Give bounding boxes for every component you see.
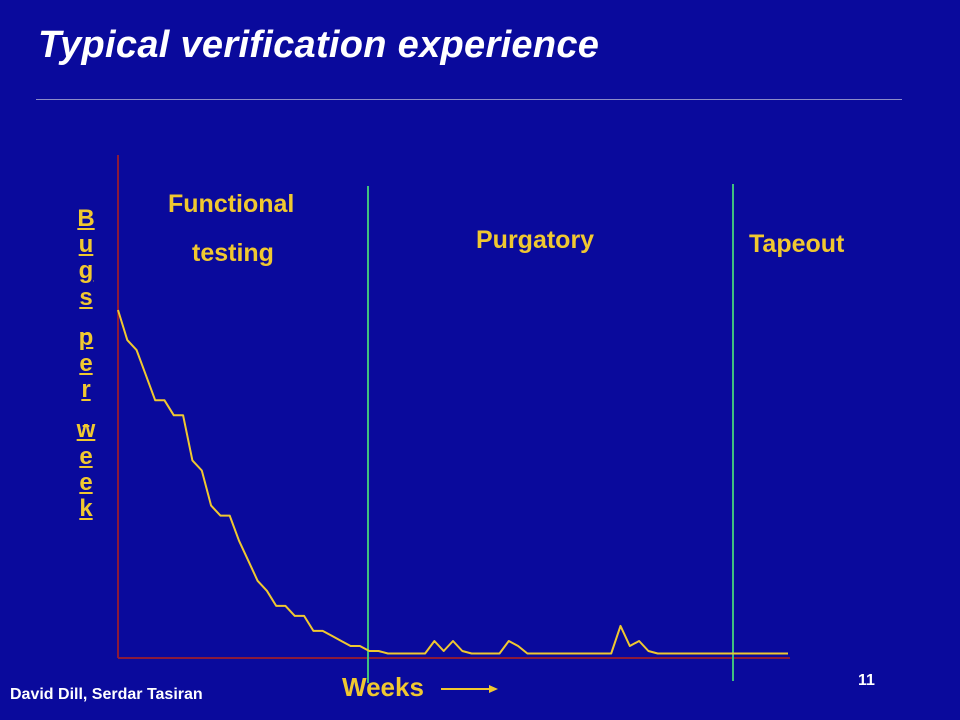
- weeks-arrow-head: [489, 685, 498, 693]
- y-axis-letter: s: [79, 283, 93, 311]
- x-axis-label: Weeks: [342, 672, 424, 702]
- y-axis-letter: k: [79, 495, 93, 523]
- slide-title: Typical verification experience: [38, 24, 600, 66]
- y-axis-letter: w: [76, 416, 96, 444]
- y-axis-letter: [72, 311, 100, 325]
- y-axis-letter: e: [79, 350, 93, 378]
- y-axis-letter: g: [78, 257, 94, 285]
- author-footer: David Dill, Serdar Tasiran: [10, 686, 203, 703]
- page-number: 11: [858, 672, 875, 689]
- y-axis-letter: e: [79, 442, 93, 470]
- purgatory-label: Purgatory: [476, 226, 595, 254]
- y-axis-letter: [72, 403, 100, 417]
- y-axis-letter: e: [79, 468, 93, 496]
- y-axis-letter: r: [81, 376, 91, 404]
- tapeout-label: Tapeout: [749, 230, 845, 258]
- y-axis-letter: u: [78, 231, 94, 259]
- title-divider: [36, 99, 902, 100]
- functional-testing-label-line1: Functional: [168, 190, 295, 218]
- functional-testing-label-line2: testing: [192, 239, 274, 267]
- y-axis-label: B u g s p e r w e e k: [72, 205, 100, 523]
- bug-rate-curve: [117, 309, 788, 655]
- y-axis-letter: p: [78, 323, 94, 351]
- y-axis-letter: B: [77, 205, 95, 232]
